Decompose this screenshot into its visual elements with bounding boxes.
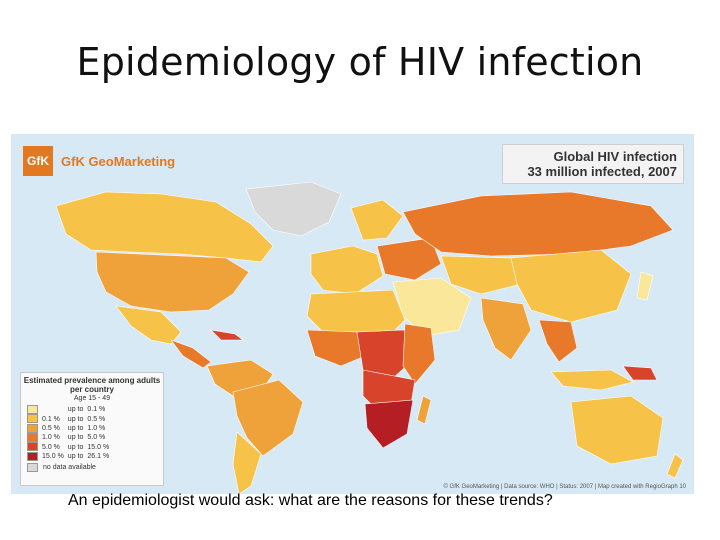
brand-name: GfK GeoMarketing (61, 153, 176, 169)
slide-title: Epidemiology of HIV infection (76, 40, 644, 84)
map-title: Global HIV infection (553, 149, 677, 164)
slide-caption: An epidemiologist would ask: what are th… (68, 492, 553, 509)
north-africa (306, 289, 406, 335)
legend-swatch (27, 442, 42, 452)
legend-table: up to 0.1 % 0.1 % up to 0.5 % 0.5 % up to 1.0 %… (27, 405, 113, 461)
central-asia (440, 255, 522, 295)
central-america (170, 339, 212, 369)
legend-no-data-label: no data available (43, 464, 96, 472)
legend-subtitle: Age 15 - 49 (73, 395, 111, 402)
australia (570, 395, 664, 465)
japan (636, 271, 654, 301)
map-title-box: Global HIV infection 33 million infected… (502, 144, 684, 184)
legend-to: 0.1 % (87, 406, 106, 414)
legend-row: 5.0 % up to 15.0 % (27, 442, 113, 452)
legend-sep: up to (67, 443, 84, 451)
legend-swatch (27, 451, 42, 461)
legend-sep: up to (67, 406, 84, 414)
legend-title: Estimated prevalence among adults per co… (23, 376, 161, 394)
legend-row: 0.1 % up to 0.5 % (27, 414, 113, 424)
greenland (245, 181, 342, 237)
legend-to: 1.0 % (87, 424, 106, 432)
legend-row: 15.0 % up to 26.1 % (27, 451, 113, 461)
west-africa (306, 329, 366, 367)
legend-swatch (27, 405, 42, 414)
legend-row: 1.0 % up to 5.0 % (27, 433, 113, 443)
legend-no-data: no data available (27, 463, 163, 473)
legend-swatch (27, 423, 42, 433)
central-africa (356, 329, 414, 381)
legend-from: 0.5 % (42, 424, 60, 432)
china (510, 249, 632, 323)
western-europe (310, 245, 384, 295)
south-america-south (232, 431, 262, 494)
legend-from: 5.0 % (42, 443, 60, 451)
legend-row: up to 0.1 % (27, 405, 113, 414)
map-credit: © GfK GeoMarketing | Data source: WHO | … (443, 484, 686, 490)
legend-sep: up to (67, 434, 84, 442)
india (480, 297, 532, 361)
legend-swatch (27, 414, 42, 424)
brazil (232, 379, 304, 457)
legend-to: 26.1 % (87, 452, 110, 460)
caribbean (210, 329, 244, 341)
legend-swatch (27, 433, 42, 443)
canada (55, 191, 274, 263)
legend-from: 15.0 % (42, 452, 64, 460)
legend-from: 1.0 % (42, 434, 60, 442)
legend-sep: up to (67, 415, 84, 423)
scandinavia (350, 199, 404, 241)
legend-from (42, 405, 68, 414)
madagascar (416, 395, 432, 425)
new-zealand (666, 453, 684, 479)
legend-swatch-no-data (27, 463, 38, 473)
eastern-europe (376, 237, 442, 281)
southeast-asia (538, 319, 578, 363)
southern-africa (364, 399, 414, 449)
map-canvas (55, 181, 684, 494)
legend-from: 0.1 % (42, 415, 60, 423)
legend-row: 0.5 % up to 1.0 % (27, 423, 113, 433)
indonesia (550, 369, 634, 391)
legend-to: 5.0 % (87, 434, 106, 442)
legend-sep: up to (67, 452, 84, 460)
papua-new-guinea (622, 365, 658, 381)
mexico (115, 305, 182, 345)
map-subtitle: 33 million infected, 2007 (527, 164, 677, 179)
brand: GfK GfK GeoMarketing (23, 146, 175, 176)
gfk-logo: GfK (23, 146, 53, 176)
united-states (95, 251, 250, 313)
russia (402, 191, 674, 257)
legend-to: 0.5 % (87, 415, 106, 423)
east-africa (402, 323, 436, 385)
legend-sep: up to (67, 424, 84, 432)
world-map: GfK GfK GeoMarketing Global HIV infectio… (11, 134, 694, 494)
legend: Estimated prevalence among adults per co… (20, 372, 164, 486)
legend-to: 15.0 % (87, 443, 110, 451)
